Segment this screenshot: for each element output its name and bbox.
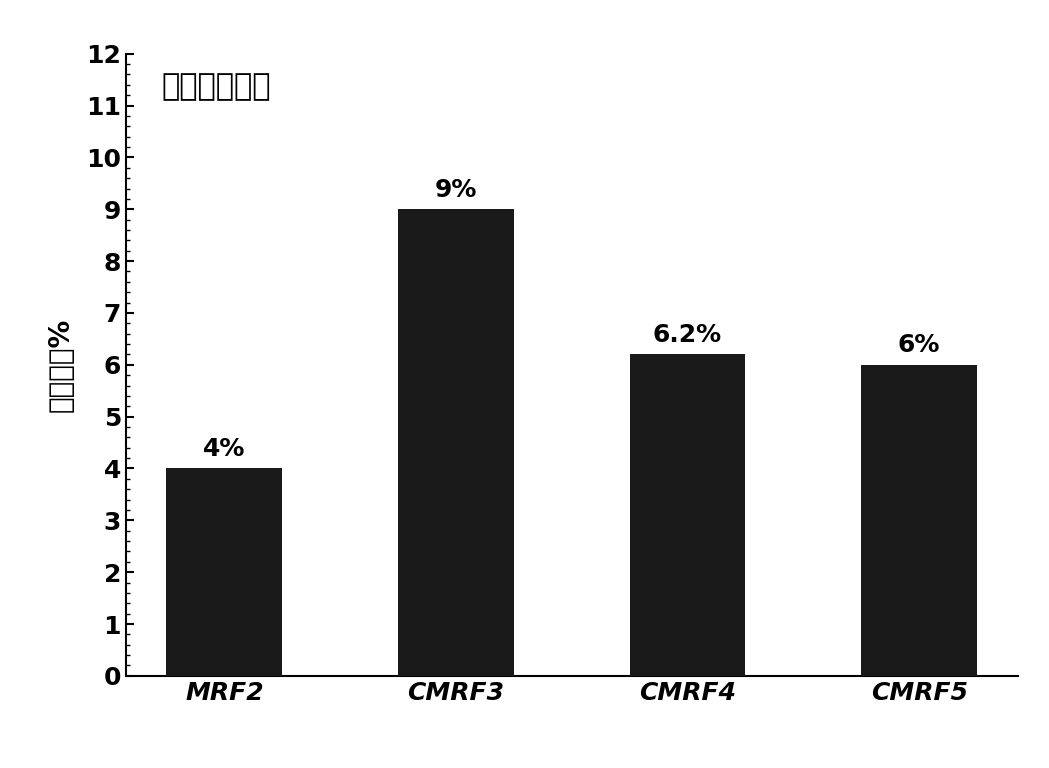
- Bar: [398, 209, 514, 676]
- Bar: [861, 365, 977, 676]
- Bar: [629, 355, 746, 676]
- Bar: [167, 468, 282, 676]
- Text: 静置三个月后: 静置三个月后: [162, 72, 271, 101]
- Text: 4%: 4%: [204, 437, 245, 461]
- Text: 9%: 9%: [434, 177, 477, 201]
- Text: 6.2%: 6.2%: [652, 323, 722, 346]
- Text: 6%: 6%: [898, 333, 940, 357]
- Y-axis label: 沉降率，%: 沉降率，%: [47, 318, 74, 412]
